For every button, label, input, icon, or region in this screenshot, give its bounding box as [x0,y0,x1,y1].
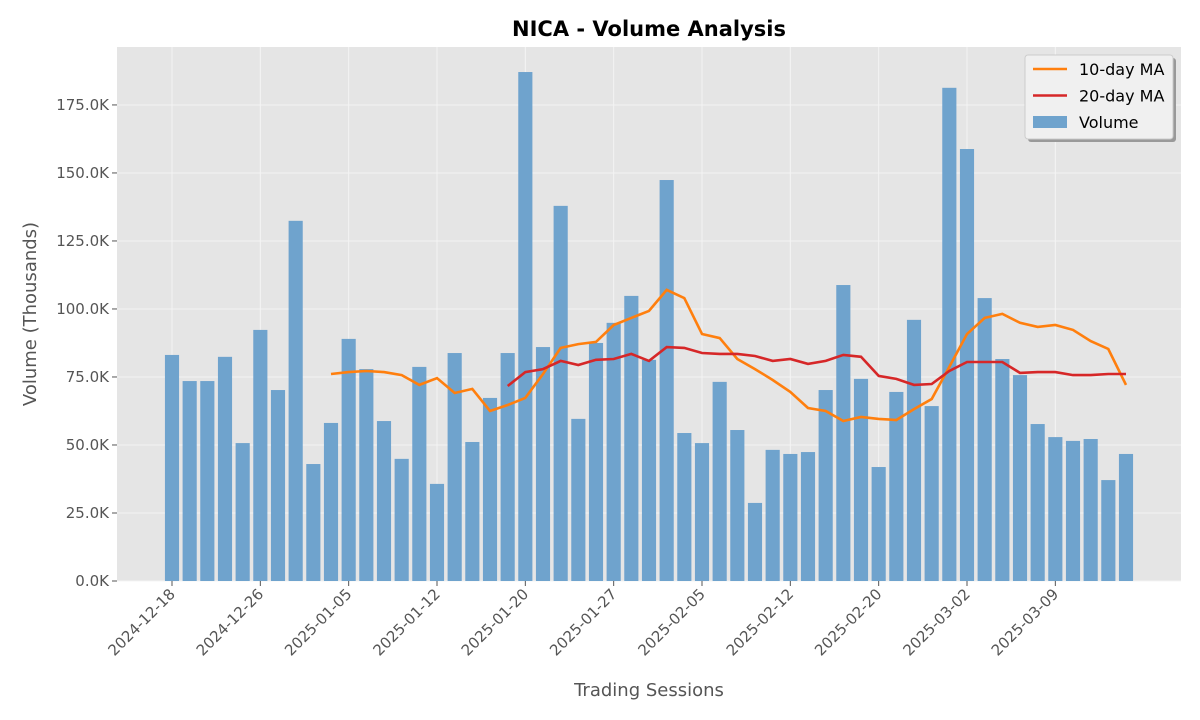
bar [606,322,621,581]
bar [465,441,480,581]
bar [253,329,268,581]
bar [800,452,816,581]
x-tick-label: 2025-02-20 [811,585,885,659]
y-tick-label: 50.0K [66,436,110,454]
bar [624,295,639,581]
bar [959,149,975,582]
bar [341,338,356,581]
y-tick-label: 25.0K [66,504,110,522]
y-tick-label: 0.0K [75,572,110,590]
bar [906,319,922,581]
legend-label: 20-day MA [1079,87,1164,106]
x-axis-label: Trading Sessions [573,680,724,701]
bar [306,464,321,581]
bar [235,443,250,581]
bar [765,449,780,581]
bar [1030,424,1045,581]
bar [270,390,286,581]
bar [747,502,763,581]
bar [200,381,215,581]
y-tick-label: 150.0K [56,164,110,182]
y-tick-label: 100.0K [56,300,110,318]
bar [164,354,180,581]
bar [783,453,798,581]
bar [571,418,586,581]
bar [694,443,710,581]
x-tick-label: 2025-02-05 [634,585,708,659]
y-tick-label: 75.0K [66,368,110,386]
bar [535,347,551,581]
bar [588,342,604,581]
bar [995,359,1010,581]
x-tick-label: 2025-02-12 [723,585,797,659]
bar [641,359,657,581]
bar [977,298,992,581]
bar [376,421,392,581]
bar [447,353,462,581]
bar [359,369,374,581]
bar [889,391,904,581]
bar [1083,438,1098,581]
bar [871,467,886,581]
bar [1012,375,1028,581]
bar [288,220,303,581]
bar [518,72,533,581]
x-tick-label: 2025-03-09 [988,585,1062,659]
bar [323,422,339,581]
bar [394,458,409,581]
x-tick-label: 2025-01-27 [546,585,620,659]
bar [217,356,233,581]
bar [730,430,745,581]
bar [677,433,692,581]
bar [500,353,515,581]
bar [1048,437,1063,581]
bar [482,397,498,581]
y-tick-label: 125.0K [56,232,110,250]
bar [553,205,568,581]
bar [853,378,869,581]
x-tick-label: 2025-01-12 [369,585,443,659]
legend: 10-day MA 20-day MA Volume [1024,54,1176,142]
y-axis-label: Volume (Thousands) [20,222,41,406]
bar [182,381,197,581]
bar [818,390,833,581]
bar [1118,453,1134,581]
bar [412,366,427,581]
x-tick-label: 2025-01-05 [281,585,355,659]
x-tick-label: 2025-03-02 [899,585,973,659]
x-tick-label: 2024-12-26 [193,585,267,659]
bar [836,285,851,581]
x-tick-label: 2024-12-18 [104,585,178,659]
bar [1101,480,1116,581]
bar [924,406,939,581]
x-tick-label: 2025-01-20 [458,585,532,659]
bar [659,180,674,582]
ma-line [506,345,1126,388]
chart-title: NICA - Volume Analysis [512,17,786,41]
bar [1065,440,1081,581]
y-tick-label: 175.0K [56,96,110,114]
legend-swatch [1033,116,1067,128]
bar [712,381,727,581]
legend-label: 10-day MA [1079,60,1164,79]
ma-line [330,288,1128,423]
bar [429,483,445,581]
legend-label: Volume [1079,113,1139,132]
bar [942,87,957,581]
